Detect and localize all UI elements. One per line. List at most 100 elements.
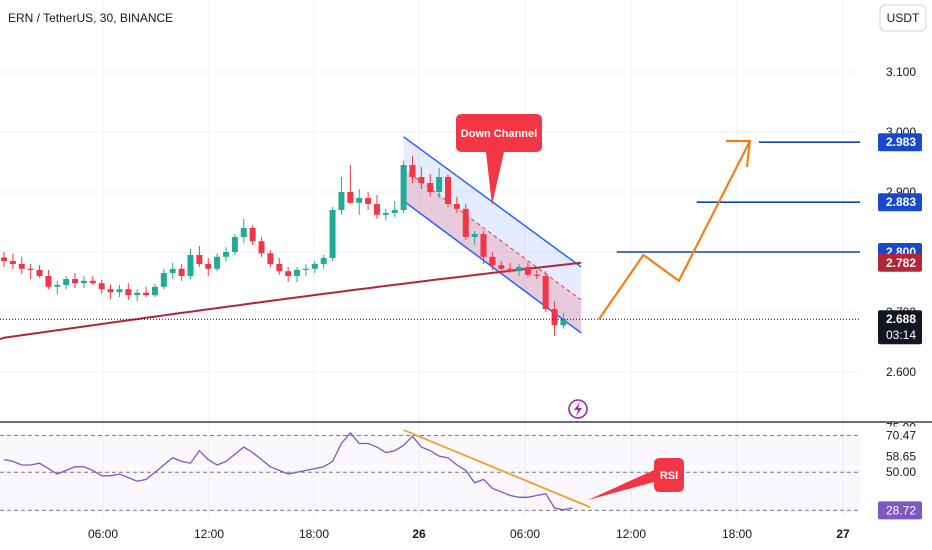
candle-body-18: [160, 273, 167, 287]
moving-average: [0, 261, 582, 340]
candle-body-57: [507, 268, 514, 272]
moving-average-line: [0, 261, 582, 340]
candle-body-33: [294, 270, 301, 276]
rsi-level-tag-bg-0: [878, 426, 922, 445]
candle-body-39: [347, 192, 354, 203]
horizontal-levels: [0, 141, 860, 320]
candle-body-7: [63, 279, 70, 285]
candle-body-59: [524, 267, 531, 275]
candle-body-62: [551, 309, 558, 326]
time-tick-2: 18:00: [299, 527, 329, 541]
currency-button-label[interactable]: USDT: [887, 11, 920, 25]
candle-body-16: [143, 292, 150, 296]
candle-body-22: [196, 255, 203, 264]
candle-body-38: [338, 192, 345, 210]
candle-body-37: [329, 210, 336, 258]
price-tag-bg-4: [878, 310, 922, 345]
candle-body-19: [169, 268, 176, 273]
candle-body-42: [373, 204, 380, 215]
candle-body-56: [498, 265, 505, 269]
candle-body-61: [542, 276, 549, 309]
time-tick-6: 18:00: [722, 527, 752, 541]
candle-body-17: [151, 286, 158, 296]
down-channel-callout: Down Channel: [456, 114, 542, 205]
price-tag-bg-0: [878, 133, 922, 152]
time-tick-3: 26: [412, 527, 426, 541]
candle-body-50: [445, 177, 451, 204]
price-tag-4: 2.688: [886, 312, 916, 326]
rsi-trend-line: [403, 429, 591, 508]
candle-body-3: [27, 268, 34, 270]
candle-body-53: [471, 234, 478, 237]
channel-lower-fill: [403, 168, 582, 333]
candle-body-34: [302, 268, 309, 270]
currency-button[interactable]: USDT: [879, 4, 927, 32]
candle-body-43: [382, 213, 389, 215]
candle-body-44: [391, 210, 398, 213]
price-tag-bg-1: [878, 193, 922, 212]
candle-body-55: [489, 256, 496, 266]
price-tag-3: 2.782: [886, 256, 916, 270]
grid-lines: [0, 0, 860, 517]
price-tick-0: 3.100: [886, 65, 916, 79]
candle-body-45: [400, 165, 407, 210]
candle-body-40: [356, 198, 363, 203]
candle-body-60: [533, 274, 540, 276]
candle-body-4: [36, 270, 43, 276]
price-tick-5: 2.600: [886, 365, 916, 379]
alert-icon[interactable]: [568, 399, 588, 419]
rsi-level-tag-1: 58.65: [886, 450, 916, 464]
candle-body-25: [223, 252, 229, 257]
candle-body-14: [125, 289, 132, 296]
candle-body-27: [240, 228, 247, 237]
candle-body-24: [214, 256, 221, 269]
projection-arrowhead: [725, 139, 752, 168]
rsi-band-fill: [0, 435, 860, 511]
rsi-level-tag-bg-2: [878, 501, 922, 520]
price-tag-bg-3: [878, 253, 922, 272]
candle-body-23: [205, 264, 212, 269]
rsi-callout-shape: [588, 458, 684, 500]
candle-body-11: [98, 283, 105, 290]
symbol-title: ERN / TetherUS, 30, BINANCE: [8, 11, 173, 25]
candle-body-51: [453, 204, 460, 209]
candle-body-21: [187, 255, 194, 276]
candle-body-41: [365, 198, 372, 204]
time-tick-5: 12:00: [616, 527, 646, 541]
candle-body-6: [54, 285, 61, 287]
candle-body-12: [107, 289, 114, 293]
projection-path: [598, 140, 751, 320]
candle-body-47: [418, 177, 425, 183]
candle-body-15: [134, 292, 141, 296]
candle-body-49: [436, 177, 443, 192]
candle-body-20: [178, 268, 185, 276]
candle-body-63: [560, 319, 567, 326]
time-tick-4: 06:00: [510, 527, 540, 541]
time-tick-1: 12:00: [194, 527, 224, 541]
candle-body-9: [80, 280, 87, 284]
candle-body-36: [320, 258, 327, 264]
candle-body-0: [1, 257, 7, 261]
candle-body-13: [116, 289, 123, 293]
rsi-level-tag-2: 28.72: [886, 503, 916, 517]
time-tick-7: 27: [836, 527, 850, 541]
candle-body-35: [311, 264, 318, 269]
down-channel-callout-shape: [456, 114, 542, 205]
down-channel-callout-text: Down Channel: [461, 128, 537, 140]
rsi-pane: RSI: [0, 421, 932, 511]
price-tag-0: 2.983: [886, 135, 916, 149]
price-tag-1: 2.883: [886, 195, 916, 209]
candle-body-31: [276, 264, 283, 272]
time-tick-0: 06:00: [88, 527, 118, 541]
candle-body-2: [18, 264, 25, 269]
candle-body-1: [9, 261, 16, 264]
price-tag-countdown: 03:14: [886, 328, 916, 342]
rsi-level-tag-0: 70.47: [886, 428, 916, 442]
candle-body-32: [285, 271, 292, 276]
time-axis-ticks: 06:00 12:00 18:00 26 06:00 12:00 18:00 27: [88, 527, 850, 541]
candlesticks: [1, 156, 567, 336]
candle-body-30: [267, 253, 274, 264]
